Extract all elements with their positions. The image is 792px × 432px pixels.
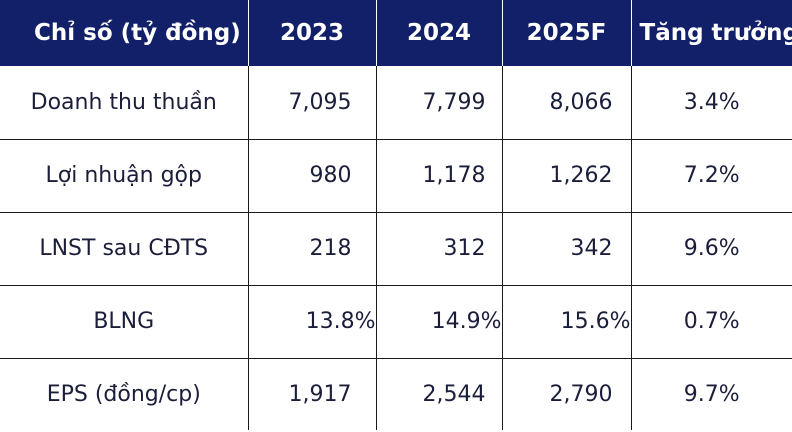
row-label: LNST sau CĐTS (0, 212, 249, 286)
header-metric: Chỉ số (tỷ đồng) (0, 0, 249, 66)
value-growth: 9.6% (631, 212, 792, 286)
value-growth: 7.2% (631, 139, 792, 213)
row-label: EPS (đồng/cp) (0, 358, 249, 430)
value-growth: 9.7% (683, 381, 740, 407)
value-2024: 312 (376, 212, 503, 286)
value-growth: 3.4% (631, 66, 792, 140)
header-row: Chỉ số (tỷ đồng) 2023 2024 2025F Tăng tr… (0, 0, 792, 66)
header-2023: 2023 (248, 0, 377, 66)
row-label: Lợi nhuận gộp (0, 139, 249, 213)
value-2025f: 1,262 (502, 139, 632, 213)
value-2023: 980 (248, 139, 377, 213)
header-2024: 2024 (376, 0, 503, 66)
table-row: EPS (đồng/cp) 1,917 2,544 2,790 9.7% (0, 358, 792, 430)
header-growth: Tăng trưởng (631, 0, 792, 66)
table-row: Lợi nhuận gộp 980 1,178 1,262 7.2% (0, 139, 792, 213)
value-2024: 14.9% (376, 285, 503, 359)
row-label: BLNG (0, 285, 249, 359)
value-2024: 7,799 (376, 66, 503, 140)
table-row: BLNG 13.8% 14.9% 15.6% 0.7% (0, 285, 792, 359)
row-label: Doanh thu thuần (0, 66, 249, 140)
value-2025f: 2,790 (502, 358, 632, 430)
value-2023: 13.8% (248, 285, 377, 359)
value-2023: 218 (248, 212, 377, 286)
value-growth: 0.7% (631, 285, 792, 359)
value-2023: 7,095 (248, 66, 377, 140)
header-2025f: 2025F (502, 0, 632, 66)
value-2025f: 8,066 (502, 66, 632, 140)
value-2024: 1,178 (376, 139, 503, 213)
value-2023: 1,917 (248, 358, 377, 430)
table-row: Doanh thu thuần 7,095 7,799 8,066 3.4% (0, 66, 792, 140)
value-2025f: 342 (502, 212, 632, 286)
value-2024: 2,544 (376, 358, 503, 430)
value-2025f: 15.6% (502, 285, 632, 359)
table-row: LNST sau CĐTS 218 312 342 9.6% (0, 212, 792, 286)
